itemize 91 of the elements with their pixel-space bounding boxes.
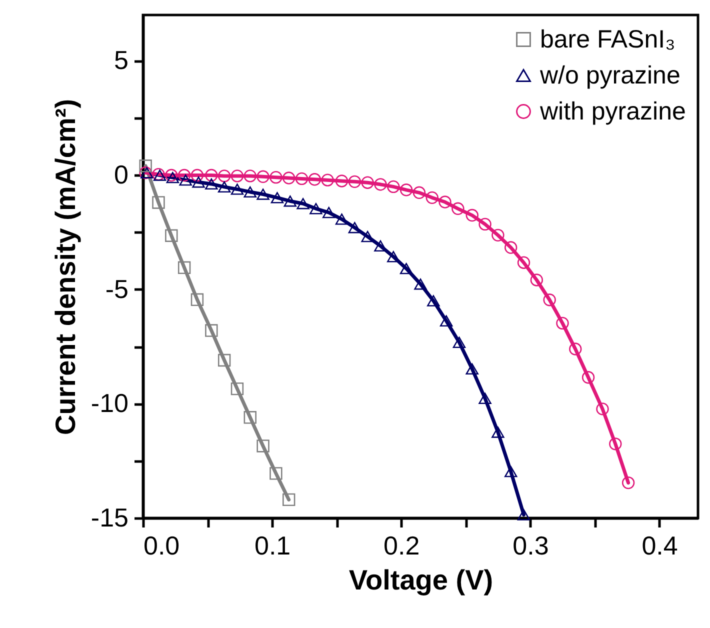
point — [609, 438, 622, 450]
point — [569, 342, 582, 356]
point — [284, 196, 296, 207]
y-axis-title: Current density (mA/cm²) — [50, 98, 81, 436]
point — [192, 176, 205, 188]
point — [230, 382, 244, 396]
point — [400, 184, 413, 196]
y-tick-label: -5 — [105, 274, 128, 304]
legend-label: w/o pyrazine — [539, 62, 680, 90]
point — [335, 214, 348, 225]
point — [218, 170, 231, 182]
point — [361, 230, 374, 242]
point — [205, 178, 218, 190]
point — [190, 168, 204, 182]
point — [308, 173, 322, 186]
point — [179, 174, 192, 186]
point — [348, 222, 362, 234]
point — [244, 170, 256, 182]
point — [426, 191, 438, 204]
point — [270, 170, 282, 184]
point — [361, 176, 374, 189]
point — [374, 240, 387, 252]
point — [178, 261, 191, 274]
point — [256, 170, 270, 183]
point — [492, 426, 504, 438]
point — [218, 354, 231, 367]
point — [321, 174, 334, 186]
point — [414, 278, 427, 290]
y-tick-label: 5 — [114, 45, 128, 76]
point — [466, 208, 478, 222]
x-tick-label: 0.4 — [642, 530, 678, 560]
point — [244, 186, 256, 198]
legend-label: with pyrazine — [539, 98, 686, 126]
point — [438, 196, 452, 208]
point — [478, 392, 492, 404]
x-tick-label: 0.1 — [254, 530, 291, 560]
x-axis-title: Voltage (V) — [348, 564, 494, 596]
point — [622, 476, 635, 490]
point — [348, 175, 362, 188]
x-tick-label: 0.3 — [512, 530, 549, 560]
point — [387, 251, 400, 262]
x-tick-label: 0.2 — [384, 530, 420, 560]
point — [190, 293, 204, 306]
point — [178, 168, 191, 182]
point — [256, 440, 270, 452]
point — [504, 241, 518, 254]
y-tick-label: 0 — [114, 160, 128, 190]
point — [556, 316, 569, 330]
point — [256, 188, 270, 200]
point — [582, 371, 595, 384]
point — [452, 202, 464, 215]
point — [310, 203, 322, 214]
x-tick-label: 0.0 — [144, 530, 180, 560]
point — [504, 466, 518, 478]
point — [282, 172, 296, 184]
point — [517, 256, 530, 269]
point — [440, 315, 453, 326]
point — [139, 160, 152, 172]
point — [230, 184, 244, 195]
point — [270, 192, 284, 204]
point — [427, 295, 440, 306]
point — [205, 324, 218, 337]
point — [452, 336, 466, 348]
legend-label: bare FASnI₃ — [540, 26, 676, 54]
point — [244, 411, 256, 424]
y-tick-label: -10 — [90, 388, 128, 418]
point — [492, 228, 504, 242]
point — [517, 509, 530, 520]
point — [596, 402, 609, 416]
point — [466, 363, 478, 375]
point — [400, 262, 413, 274]
point — [165, 168, 178, 182]
y-tick-label: -15 — [90, 502, 128, 532]
point — [387, 180, 400, 194]
point — [530, 274, 544, 286]
point — [165, 229, 178, 242]
point — [335, 174, 348, 188]
point — [282, 493, 296, 506]
point — [295, 172, 308, 186]
point — [412, 186, 426, 199]
point — [374, 178, 387, 191]
point — [166, 172, 180, 184]
point — [543, 294, 556, 306]
point — [205, 168, 218, 182]
point — [270, 467, 282, 480]
point — [218, 181, 231, 193]
point — [230, 170, 244, 182]
point — [152, 196, 165, 209]
point — [296, 198, 310, 210]
point — [322, 206, 336, 218]
point — [478, 218, 492, 231]
